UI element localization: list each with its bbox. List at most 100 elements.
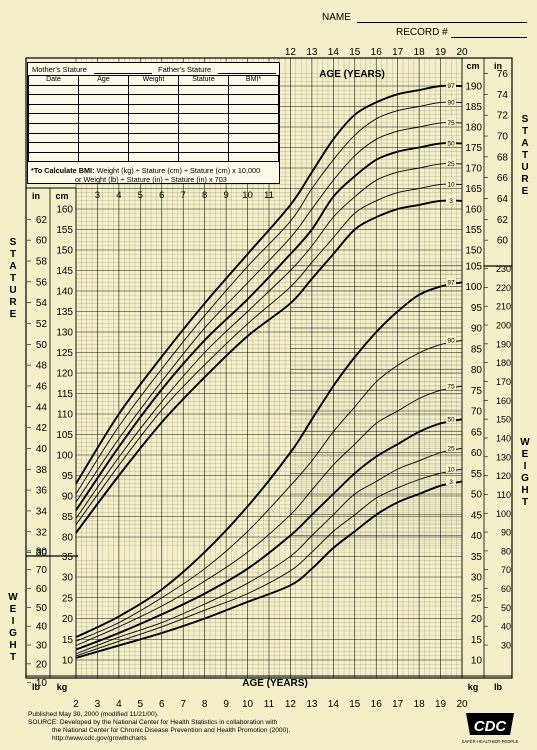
stature-cm-tick-left: 120	[56, 369, 73, 380]
form-cell[interactable]	[228, 142, 279, 153]
stature-percentile-label-bg	[446, 138, 456, 147]
form-cell[interactable]	[28, 103, 79, 115]
stature-vertical-label-left: T	[10, 273, 16, 284]
weight-kg-tick-right: 55	[471, 469, 483, 480]
stature-in-tick-left: 42	[36, 423, 48, 434]
form-cell[interactable]	[78, 132, 129, 144]
form-cell[interactable]	[78, 84, 129, 96]
weight-vertical-label-left: H	[9, 640, 16, 651]
form-cell[interactable]	[128, 132, 179, 144]
age-tick-top: 14	[328, 47, 340, 58]
form-cell[interactable]	[28, 94, 79, 105]
weight-lb-tick-right: 60	[501, 584, 511, 594]
stature-cm-tick-left: 130	[56, 328, 73, 339]
form-cell[interactable]	[128, 151, 179, 163]
record-field[interactable]	[451, 37, 527, 38]
weight-percentile-label-bg	[446, 443, 456, 452]
form-cell[interactable]	[178, 113, 229, 124]
weight-lb-tick-right: 200	[496, 321, 511, 331]
form-cell[interactable]	[78, 151, 129, 163]
form-cell[interactable]	[178, 94, 229, 105]
weight-vertical-label-right: E	[522, 449, 529, 460]
age-tick-bottom: 13	[306, 699, 318, 710]
form-cell[interactable]	[228, 151, 279, 163]
form-cell[interactable]	[28, 151, 79, 163]
form-cell[interactable]	[228, 84, 279, 96]
stature-in-tick-left: 54	[36, 298, 48, 309]
form-cell[interactable]	[128, 84, 179, 96]
form-cell[interactable]	[228, 122, 279, 134]
form-cell[interactable]	[228, 103, 279, 115]
age-tick-inner: 4	[116, 190, 121, 201]
form-cell[interactable]	[128, 113, 179, 124]
form-cell[interactable]	[28, 132, 79, 144]
weight-lb-tick-right: 30	[501, 641, 511, 651]
age-tick-bottom: 12	[285, 699, 297, 710]
weight-kg-tick-right: 30	[471, 573, 483, 584]
weight-kg-tick-left: 10	[62, 656, 74, 667]
weight-lb-tick-right: 220	[496, 283, 511, 293]
weight-kg-tick-right: 85	[471, 344, 483, 355]
form-cell[interactable]	[128, 122, 179, 134]
age-tick-top: 16	[371, 47, 383, 58]
source-url[interactable]: http://www.cdc.gov/growthcharts	[52, 735, 147, 742]
form-cell[interactable]	[78, 122, 129, 134]
stature-cm-tick-left: 125	[56, 348, 73, 359]
stature-vertical-label-left: A	[9, 261, 16, 272]
form-cell[interactable]	[178, 151, 229, 163]
name-field[interactable]	[357, 22, 527, 23]
form-cell[interactable]	[78, 113, 129, 124]
form-cell[interactable]	[128, 94, 179, 105]
form-cell[interactable]	[128, 103, 179, 115]
stature-vertical-label-right: T	[522, 150, 528, 161]
stature-cm-tick-left: 115	[57, 389, 73, 400]
form-cell[interactable]	[178, 103, 229, 115]
form-cell[interactable]	[178, 132, 229, 144]
cdc-logo-tagline: SAFER·HEALTHIER·PEOPLE	[462, 739, 519, 744]
stature-in-tick-left: 44	[36, 402, 48, 413]
form-cell[interactable]	[178, 122, 229, 134]
form-cell[interactable]	[28, 142, 79, 153]
weight-lb-tick-left: 80	[36, 546, 48, 557]
bmi-formula-2: or Weight (lb) ÷ Stature (in) ÷ Stature …	[75, 175, 227, 184]
form-cell[interactable]	[228, 94, 279, 105]
stature-vertical-label-left: S	[10, 237, 17, 248]
weight-lb-tick-right: 110	[497, 490, 511, 500]
weight-kg-tick-right: 65	[471, 427, 483, 438]
stature-in-tick-left: 38	[36, 465, 48, 476]
stature-vertical-label-left: E	[10, 309, 17, 320]
age-tick-bottom: 17	[392, 699, 404, 710]
stature-in-tick-right: 64	[497, 194, 509, 205]
mothers-stature-field[interactable]	[94, 73, 152, 74]
weight-vertical-label-left: W	[8, 592, 18, 603]
form-cell[interactable]	[178, 142, 229, 153]
form-cell[interactable]	[178, 84, 229, 96]
stature-cm-tick-left: 155	[56, 225, 73, 236]
source-line-1: SOURCE: Developed by the National Center…	[28, 719, 278, 726]
stature-percentile-label-p75: 75	[447, 120, 455, 127]
form-cell[interactable]	[78, 94, 129, 105]
form-cell[interactable]	[28, 84, 79, 96]
weight-kg-tick-right: 20	[471, 614, 483, 625]
weight-lb-tick-right: 230	[496, 264, 511, 274]
stature-percentile-curve-p25	[75, 163, 463, 519]
stature-vertical-label-right: S	[522, 114, 529, 125]
form-row	[28, 94, 279, 105]
form-cell[interactable]	[28, 122, 79, 134]
weight-percentile-curve-p3	[75, 480, 463, 659]
weight-lb-tick-left: 70	[36, 565, 48, 576]
form-cell[interactable]	[128, 142, 179, 153]
weight-lb-tick-left: 20	[36, 659, 48, 670]
stature-percentile-label-p10: 10	[447, 182, 455, 189]
form-cell[interactable]	[228, 132, 279, 144]
form-cell[interactable]	[28, 113, 79, 124]
weight-kg-tick-right: 40	[471, 531, 483, 542]
stature-in-tick-left: 40	[36, 444, 48, 455]
form-row	[28, 113, 279, 124]
weight-lb-tick-right: 120	[496, 471, 511, 481]
form-cell[interactable]	[78, 142, 129, 153]
form-cell[interactable]	[228, 113, 279, 124]
fathers-stature-field[interactable]	[218, 73, 276, 74]
form-cell[interactable]	[78, 103, 129, 115]
weight-vertical-label-right: W	[520, 437, 530, 448]
